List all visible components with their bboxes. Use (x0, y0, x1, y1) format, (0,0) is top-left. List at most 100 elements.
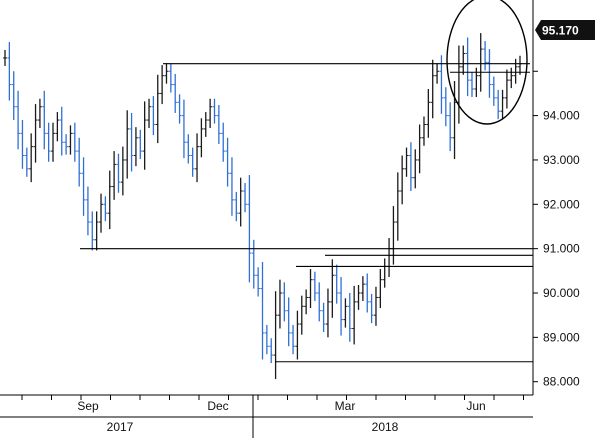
price-bar (286, 297, 291, 347)
price-bar (443, 87, 448, 127)
price-bar (304, 289, 309, 315)
price-bar (408, 142, 413, 191)
y-tick-label: 89.000 (543, 330, 580, 344)
price-bar (317, 282, 322, 322)
price-bar (195, 133, 200, 183)
price-bar (168, 63, 173, 93)
price-bar (360, 276, 365, 301)
y-tick-label: 93.000 (543, 153, 580, 167)
price-bar (199, 118, 204, 158)
price-bar (99, 193, 104, 233)
year-label: 2017 (107, 420, 134, 434)
price-bars (3, 33, 522, 380)
price-bar (186, 134, 191, 164)
price-bar (212, 98, 217, 124)
price-bar (260, 261, 265, 360)
price-bar (46, 122, 51, 162)
price-bar (382, 258, 387, 288)
price-bar (387, 238, 392, 278)
price-bar (59, 106, 64, 156)
price-bar (273, 291, 278, 380)
price-bar (24, 147, 29, 177)
price-bar (147, 98, 152, 129)
price-bar (33, 104, 38, 163)
price-bar (203, 112, 208, 137)
price-bar (112, 151, 117, 200)
price-bar (11, 71, 16, 121)
price-bar (334, 264, 339, 304)
price-bar (461, 45, 466, 75)
price-bar (356, 285, 361, 310)
price-bar (347, 293, 352, 342)
price-bar (77, 137, 82, 187)
price-bar (509, 67, 514, 89)
price-bar (395, 172, 400, 241)
price-bar (343, 298, 348, 328)
price-bar (404, 147, 409, 177)
price-bar (247, 175, 252, 283)
price-bar (120, 146, 125, 196)
price-bar (435, 63, 440, 84)
price-bar (269, 338, 274, 364)
price-bar (312, 271, 317, 301)
price-bar (216, 104, 221, 144)
axes: 94.000 93.000 92.000 91.000 90.000 89.000 88.0… (0, 0, 580, 438)
price-bar (513, 58, 518, 84)
price-bar (400, 155, 405, 205)
price-bar (243, 183, 248, 213)
support-resistance-lines (80, 63, 533, 363)
price-bar (295, 310, 300, 360)
price-bar (483, 41, 488, 71)
price-bar (55, 112, 60, 142)
price-bar (504, 69, 509, 109)
price-bar (160, 65, 165, 105)
price-bar (491, 76, 496, 106)
price-bar (64, 134, 69, 155)
price-bar (142, 101, 147, 170)
price-bar (469, 72, 474, 97)
price-bar (330, 259, 335, 318)
price-bar (277, 279, 282, 329)
price-bar (365, 273, 370, 313)
price-bar (421, 116, 426, 146)
price-bar (308, 269, 313, 309)
price-bar (7, 41, 12, 101)
price-bar (29, 133, 34, 183)
price-bar (94, 211, 99, 251)
y-tick-label: 94.000 (543, 109, 580, 123)
price-bar (103, 196, 108, 222)
price-bar (221, 122, 226, 162)
price-bar (125, 110, 130, 179)
price-bar (264, 324, 269, 355)
price-bar (439, 55, 444, 114)
year-label: 2018 (372, 420, 399, 434)
price-bar (90, 211, 95, 251)
y-tick-label: 91.000 (543, 242, 580, 256)
y-tick-label: 92.000 (543, 197, 580, 211)
price-bar (378, 269, 383, 309)
price-bar (465, 37, 470, 97)
price-bar (478, 33, 483, 92)
price-bar (225, 137, 230, 187)
price-bar (417, 124, 422, 174)
price-bar (496, 89, 501, 120)
y-tick-label: 90.000 (543, 286, 580, 300)
price-bar (487, 49, 492, 98)
price-bar (456, 45, 461, 124)
highlight-circle (446, 0, 528, 125)
last-price-tag-shape (535, 20, 595, 40)
price-bar (173, 73, 178, 113)
x-tick-label: Dec (207, 399, 228, 413)
price-bar (72, 122, 77, 162)
y-tick-label: 88.000 (543, 375, 580, 389)
price-bar (413, 149, 418, 189)
price-bar (190, 147, 195, 177)
price-bar (321, 302, 326, 333)
x-tick-label: Sep (77, 399, 99, 413)
price-bar (16, 90, 21, 150)
price-bar (299, 295, 304, 335)
price-bar (208, 98, 213, 129)
price-bar (234, 191, 239, 222)
price-bar (107, 170, 112, 230)
